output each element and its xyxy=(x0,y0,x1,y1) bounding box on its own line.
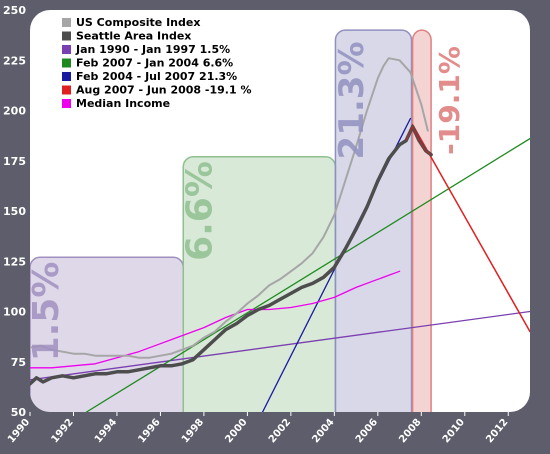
y-tick-label-250: 250 xyxy=(3,4,26,17)
x-tick-label-1996: 1996 xyxy=(136,417,162,445)
y-axis: 50 75 100 125 150 175 200 225 250 xyxy=(3,4,26,419)
legend-label-jan-1990-jan-1997-1-5: Jan 1990 - Jan 1997 1.5% xyxy=(75,43,230,56)
x-tick-label-2010: 2010 xyxy=(441,417,467,445)
y-tick-label-125: 125 xyxy=(3,255,26,268)
band-4 xyxy=(411,29,432,412)
y-tick-label-150: 150 xyxy=(3,205,26,218)
y-tick-label-225: 225 xyxy=(3,54,26,67)
x-tick-label-1992: 1992 xyxy=(49,417,75,445)
series-line-us-composite-index xyxy=(30,57,429,359)
line-group xyxy=(30,57,530,412)
legend-label-median-income: Median Income xyxy=(76,97,170,110)
legend-swatch-jan-1990-jan-1997-1-5 xyxy=(62,45,71,54)
band-label-1: 1.5% xyxy=(26,262,67,362)
y-tick-label-50: 50 xyxy=(11,406,27,419)
x-tick-label-1994: 1994 xyxy=(93,417,119,445)
band-3 xyxy=(334,29,413,412)
legend-swatch-seattle-area-index xyxy=(62,31,71,41)
series-line-seattle-area-index xyxy=(30,124,433,386)
legend-swatch-feb-2007-jan-2004-6-6 xyxy=(62,58,71,68)
band-label-2: 6.6% xyxy=(179,161,220,261)
x-tick-label-2006: 2006 xyxy=(354,417,380,445)
y-tick-label-75: 75 xyxy=(11,356,26,369)
y-tick-label-175: 175 xyxy=(3,155,26,168)
legend-label-us-composite-index: US Composite Index xyxy=(76,16,200,29)
y-tick-label-100: 100 xyxy=(3,306,26,319)
legend-swatch-feb-2004-jul-2007-21-3 xyxy=(62,72,71,81)
legend-label-seattle-area-index: Seattle Area Index xyxy=(76,30,191,43)
legend-swatch-median-income xyxy=(62,99,71,108)
series-line-seattle-decline-highlight xyxy=(405,125,432,156)
x-tick-label-2000: 2000 xyxy=(223,417,249,445)
x-tick-label-1990: 1990 xyxy=(6,417,32,445)
band-label-3: 21.3% xyxy=(332,41,372,159)
plot-layer: 1.5% 6.6% 21.3% -19.1% xyxy=(26,29,530,412)
x-tick-label-1998: 1998 xyxy=(180,417,206,445)
x-tick-label-2004: 2004 xyxy=(310,417,336,445)
x-axis: 1990 1992 1994 1996 1998 2000 2002 2004 2006 2008… xyxy=(6,412,511,445)
x-tick-label-2008: 2008 xyxy=(397,417,423,445)
legend-label-feb-2004-jul-2007-21-3: Feb 2004 - Jul 2007 21.3% xyxy=(76,70,237,83)
legend-label-feb-2007-jan-2004-6-6: Feb 2007 - Jan 2004 6.6% xyxy=(76,57,233,70)
plot-area xyxy=(30,10,530,412)
legend-label-aug-2007-jun-2008-19-1: Aug 2007 - Jun 2008 -19.1 % xyxy=(76,84,251,97)
series-line-median-income xyxy=(30,270,401,369)
legend-swatch-us-composite-index xyxy=(62,18,71,27)
x-tick-label-2012: 2012 xyxy=(484,417,510,445)
y-tick-label-200: 200 xyxy=(3,105,26,118)
band-label-group: 1.5% 6.6% 21.3% -19.1% xyxy=(26,41,466,362)
series-line-aug-2007-jun-2008-19-1 xyxy=(411,123,530,333)
legend-swatch-aug-2007-jun-2008-19-1 xyxy=(62,85,71,95)
x-tick-label-2002: 2002 xyxy=(267,417,293,445)
band-label-4: -19.1% xyxy=(433,46,466,155)
series-line-jan-1990-jan-1997-1-5 xyxy=(30,310,530,381)
